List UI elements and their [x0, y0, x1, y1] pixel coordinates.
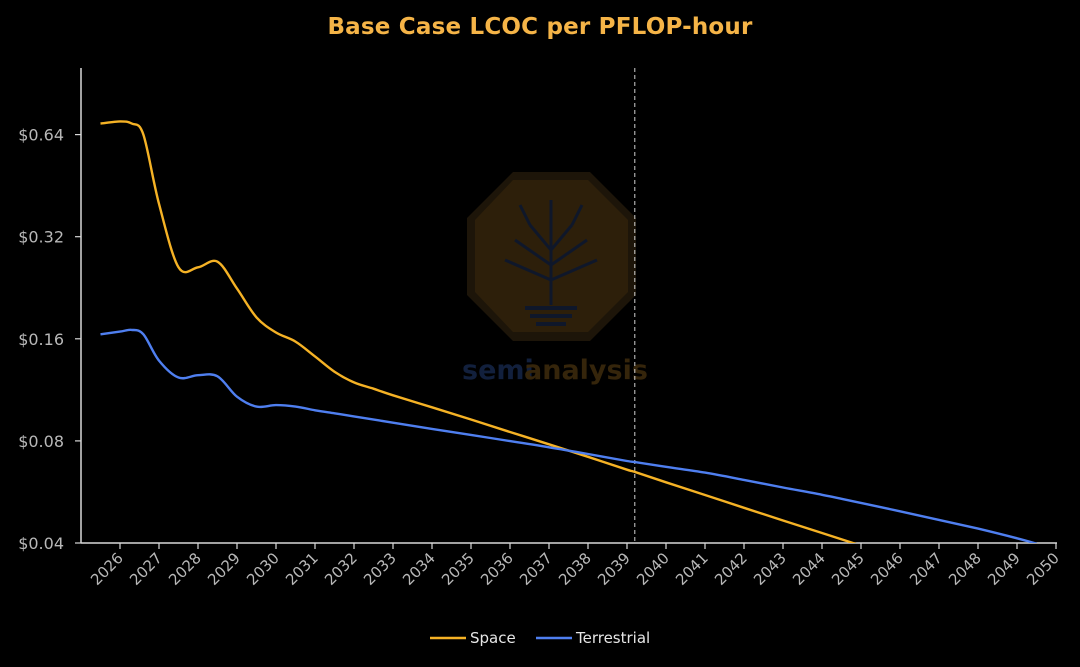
- x-tick-label: 2036: [477, 549, 517, 589]
- x-tick-label: 2029: [204, 549, 244, 589]
- x-tick-label: 2030: [243, 549, 283, 589]
- x-tick-label: 2050: [1023, 549, 1063, 589]
- x-tick-label: 2034: [399, 549, 439, 589]
- x-tick-label: 2042: [711, 549, 751, 589]
- series-line-space: [100, 120, 857, 543]
- x-tick-label: 2045: [828, 549, 868, 589]
- x-tick-label: 2027: [126, 549, 166, 589]
- x-tick-label: 2031: [282, 549, 322, 589]
- x-tick-label: 2028: [165, 549, 205, 589]
- x-tick-label: 2048: [945, 549, 985, 589]
- watermark-text-semi: semi: [462, 355, 534, 386]
- watermark-text-analysis: analysis: [524, 355, 648, 386]
- series-layer: [100, 120, 1037, 543]
- x-tick-label: 2033: [360, 549, 400, 589]
- watermark-logo: semi analysis: [462, 172, 648, 386]
- x-tick-label: 2026: [87, 549, 127, 589]
- y-ticks: $0.04 $0.08 $0.16 $0.32 $0.64: [18, 126, 81, 553]
- series-line-terrestrial: [100, 328, 1037, 543]
- x-ticks: 2026 2027 2028 2029 2030 2031 2032 2033 2034 2035…: [87, 543, 1063, 589]
- x-tick-label: 2049: [984, 549, 1024, 589]
- y-tick-label: $0.04: [18, 534, 64, 553]
- x-tick-label: 2032: [321, 549, 361, 589]
- x-tick-label: 2035: [438, 549, 478, 589]
- legend-label-terrestrial: Terrestrial: [575, 629, 650, 647]
- x-tick-label: 2047: [906, 549, 946, 589]
- x-tick-label: 2044: [789, 549, 829, 589]
- x-tick-label: 2038: [555, 549, 595, 589]
- legend: Space Terrestrial: [430, 629, 650, 647]
- x-tick-label: 2039: [594, 549, 634, 589]
- x-tick-label: 2041: [672, 549, 712, 589]
- y-tick-label: $0.32: [18, 228, 64, 247]
- x-tick-label: 2037: [516, 549, 556, 589]
- chart-title: Base Case LCOC per PFLOP-hour: [327, 14, 753, 40]
- y-tick-label: $0.16: [18, 330, 64, 349]
- x-tick-label: 2043: [750, 549, 790, 589]
- x-tick-label: 2046: [867, 549, 907, 589]
- tree-circuit-icon: [467, 172, 636, 341]
- y-tick-label: $0.08: [18, 432, 64, 451]
- y-tick-label: $0.64: [18, 126, 64, 145]
- legend-label-space: Space: [470, 629, 516, 647]
- x-tick-label: 2040: [633, 549, 673, 589]
